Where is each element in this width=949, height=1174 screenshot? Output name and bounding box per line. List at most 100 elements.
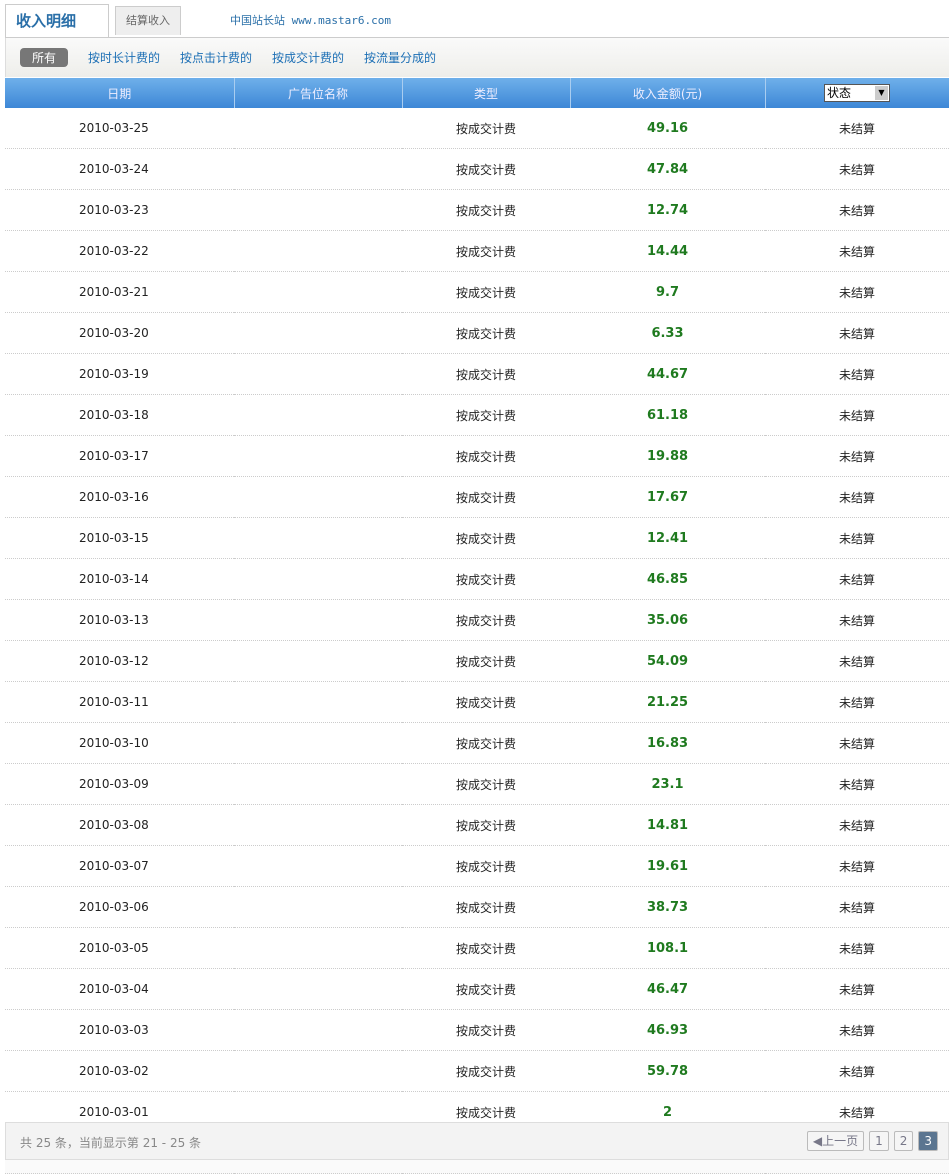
cell-date: 2010-03-16 — [5, 476, 234, 518]
cell-date: 2010-03-11 — [5, 681, 234, 723]
table-row: 2010-03-12 按成交计费 54.09 未结算 — [5, 640, 949, 682]
table-row: 2010-03-09 按成交计费 23.1 未结算 — [5, 763, 949, 805]
prev-page-button[interactable]: ◀上一页 — [806, 1131, 865, 1151]
cell-type: 按成交计费 — [402, 394, 570, 436]
filter-bar: 所有 按时长计费的 按点击计费的 按成交计费的 按流量分成的 — [5, 38, 949, 77]
cell-status: 未结算 — [765, 353, 949, 395]
table-row: 2010-03-13 按成交计费 35.06 未结算 — [5, 599, 949, 641]
filter-by-deal[interactable]: 按成交计费的 — [272, 51, 345, 65]
cell-type: 按成交计费 — [402, 640, 570, 682]
status-select[interactable]: 状态 ▼ — [824, 84, 890, 102]
cell-type: 按成交计费 — [402, 927, 570, 969]
cell-amount: 59.78 — [570, 1050, 765, 1092]
income-table: 日期 广告位名称 类型 收入金额(元) 状态 ▼ 2010-03-25 按成交计费 4… — [5, 78, 949, 1174]
cell-amount: 108.1 — [570, 927, 765, 969]
filter-all[interactable]: 所有 — [20, 48, 69, 67]
cell-date: 2010-03-13 — [5, 599, 234, 641]
cell-amount: 14.44 — [570, 230, 765, 272]
cell-date: 2010-03-25 — [5, 108, 234, 149]
col-status: 状态 ▼ — [765, 78, 949, 108]
cell-ad-slot — [234, 927, 402, 969]
cell-ad-slot — [234, 1050, 402, 1092]
cell-ad-slot — [234, 476, 402, 518]
cell-ad-slot — [234, 1009, 402, 1051]
table-row: 2010-03-14 按成交计费 46.85 未结算 — [5, 558, 949, 600]
cell-ad-slot — [234, 271, 402, 313]
table-row: 2010-03-16 按成交计费 17.67 未结算 — [5, 476, 949, 518]
filter-by-time[interactable]: 按时长计费的 — [88, 51, 161, 65]
cell-ad-slot — [234, 681, 402, 723]
cell-date: 2010-03-23 — [5, 189, 234, 231]
filter-by-traffic[interactable]: 按流量分成的 — [364, 51, 437, 65]
table-row: 2010-03-23 按成交计费 12.74 未结算 — [5, 189, 949, 231]
cell-type: 按成交计费 — [402, 353, 570, 395]
cell-amount: 44.67 — [570, 353, 765, 395]
cell-type: 按成交计费 — [402, 845, 570, 887]
cell-status: 未结算 — [765, 271, 949, 313]
table-row: 2010-03-21 按成交计费 9.7 未结算 — [5, 271, 949, 313]
page-2[interactable]: 2 — [893, 1131, 914, 1151]
tab-settled-income[interactable]: 结算收入 — [115, 6, 181, 35]
cell-amount: 49.16 — [570, 108, 765, 149]
cell-status: 未结算 — [765, 1050, 949, 1092]
cell-type: 按成交计费 — [402, 763, 570, 805]
cell-amount: 21.25 — [570, 681, 765, 723]
cell-date: 2010-03-02 — [5, 1050, 234, 1092]
cell-status: 未结算 — [765, 1009, 949, 1051]
cell-amount: 9.7 — [570, 271, 765, 313]
cell-status: 未结算 — [765, 599, 949, 641]
cell-date: 2010-03-17 — [5, 435, 234, 477]
cell-ad-slot — [234, 968, 402, 1010]
cell-date: 2010-03-08 — [5, 804, 234, 846]
cell-status: 未结算 — [765, 722, 949, 764]
chevron-down-icon: ▼ — [875, 86, 888, 100]
table-row: 2010-03-22 按成交计费 14.44 未结算 — [5, 230, 949, 272]
table-row: 2010-03-15 按成交计费 12.41 未结算 — [5, 517, 949, 559]
cell-type: 按成交计费 — [402, 558, 570, 600]
tab-income-detail[interactable]: 收入明细 — [5, 4, 109, 37]
table-row: 2010-03-04 按成交计费 46.47 未结算 — [5, 968, 949, 1010]
col-date: 日期 — [5, 78, 235, 108]
table-row: 2010-03-11 按成交计费 21.25 未结算 — [5, 681, 949, 723]
cell-type: 按成交计费 — [402, 476, 570, 518]
cell-type: 按成交计费 — [402, 230, 570, 272]
page-3[interactable]: 3 — [918, 1131, 938, 1151]
cell-type: 按成交计费 — [402, 148, 570, 190]
page-1[interactable]: 1 — [869, 1131, 889, 1151]
table-row: 2010-03-10 按成交计费 16.83 未结算 — [5, 722, 949, 764]
cell-amount: 12.41 — [570, 517, 765, 559]
cell-amount: 16.83 — [570, 722, 765, 764]
cell-ad-slot — [234, 353, 402, 395]
cell-ad-slot — [234, 804, 402, 846]
filter-by-click[interactable]: 按点击计费的 — [180, 51, 253, 65]
cell-status: 未结算 — [765, 189, 949, 231]
cell-type: 按成交计费 — [402, 599, 570, 641]
cell-date: 2010-03-15 — [5, 517, 234, 559]
cell-type: 按成交计费 — [402, 271, 570, 313]
cell-status: 未结算 — [765, 435, 949, 477]
cell-date: 2010-03-07 — [5, 845, 234, 887]
cell-type: 按成交计费 — [402, 1009, 570, 1051]
table-row: 2010-03-17 按成交计费 19.88 未结算 — [5, 435, 949, 477]
cell-date: 2010-03-21 — [5, 271, 234, 313]
table-row: 2010-03-02 按成交计费 59.78 未结算 — [5, 1050, 949, 1092]
cell-amount: 46.47 — [570, 968, 765, 1010]
cell-amount: 14.81 — [570, 804, 765, 846]
cell-ad-slot — [234, 517, 402, 559]
cell-ad-slot — [234, 108, 402, 149]
cell-ad-slot — [234, 230, 402, 272]
cell-type: 按成交计费 — [402, 804, 570, 846]
cell-status: 未结算 — [765, 640, 949, 682]
cell-status: 未结算 — [765, 558, 949, 600]
cell-ad-slot — [234, 435, 402, 477]
cell-type: 按成交计费 — [402, 681, 570, 723]
cell-status: 未结算 — [765, 517, 949, 559]
col-ad-slot: 广告位名称 — [234, 78, 403, 108]
cell-amount: 46.93 — [570, 1009, 765, 1051]
tab-bar: 收入明细 结算收入 — [5, 4, 949, 38]
cell-date: 2010-03-20 — [5, 312, 234, 354]
cell-type: 按成交计费 — [402, 435, 570, 477]
cell-status: 未结算 — [765, 763, 949, 805]
table-row: 2010-03-03 按成交计费 46.93 未结算 — [5, 1009, 949, 1051]
cell-date: 2010-03-04 — [5, 968, 234, 1010]
